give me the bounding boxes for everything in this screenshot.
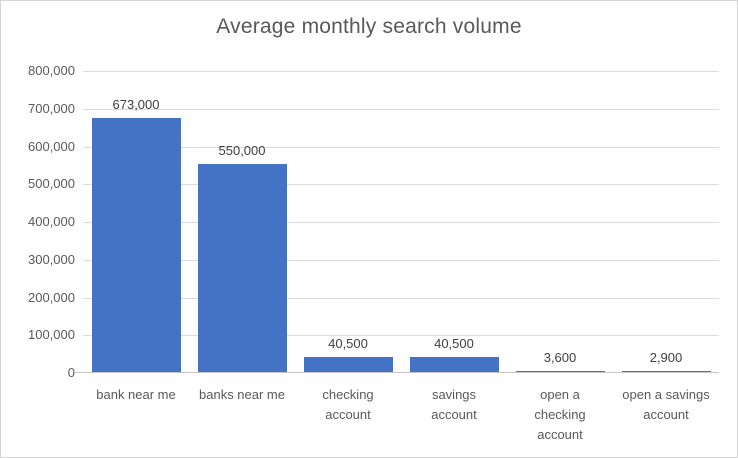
x-axis-category-label: bank near me (83, 385, 189, 405)
x-axis-category-label: open a savings account (613, 385, 719, 425)
bar-bank-near-me (91, 117, 181, 372)
gridline (83, 108, 719, 110)
plot-area: 673,000 550,000 40,500 40,500 3,600 2,900 (75, 71, 719, 373)
gridline (83, 297, 719, 299)
y-axis-tick-label: 200,000 (28, 289, 75, 305)
x-axis-category-label-line: savings (431, 387, 477, 402)
gridline (83, 71, 719, 72)
y-axis-tick-label: 500,000 (28, 176, 75, 192)
y-axis-tick-label: 300,000 (28, 251, 75, 267)
data-label: 550,000 (218, 143, 266, 159)
gridline (83, 259, 719, 261)
x-axis-category-label: checking account (295, 385, 401, 425)
gridline (83, 184, 719, 186)
bar-savings-account (409, 356, 499, 372)
gridline (83, 146, 719, 148)
y-axis-tick-label: 600,000 (28, 138, 75, 154)
gridline (83, 222, 719, 223)
x-axis-line (75, 372, 719, 373)
data-label: 673,000 (112, 96, 160, 112)
y-axis-tick-label: 800,000 (28, 63, 75, 78)
chart-title: Average monthly search volume (216, 15, 522, 38)
y-axis-tick-label: 400,000 (28, 214, 75, 229)
x-axis-category-label-line: open a (540, 387, 580, 402)
data-label: 40,500 (328, 335, 368, 351)
data-label: 3,600 (543, 349, 577, 365)
bar-banks-near-me (197, 164, 287, 372)
x-axis-category-label: savings account (401, 385, 507, 425)
x-axis-category-label-line: account (643, 407, 689, 422)
bar-open-a-savings-account (621, 370, 711, 372)
x-axis-category-label-line: account (537, 427, 583, 442)
x-axis-category-label: banks near me (189, 385, 295, 405)
x-axis-category-label-line: open a savings (622, 387, 710, 402)
gridline (83, 335, 719, 337)
x-axis-category-label: open a checking account (507, 385, 613, 445)
x-axis-category-label-line: checking (534, 407, 586, 422)
y-axis-tick-label: 0 (67, 365, 75, 380)
x-axis-category-label-line: account (325, 407, 371, 422)
data-label: 2,900 (649, 349, 683, 365)
bar-checking-account (303, 356, 393, 372)
bar-open-a-checking-account (515, 370, 605, 372)
y-axis-tick-label: 100,000 (28, 327, 75, 343)
x-axis-category-label-line: banks near me (199, 387, 285, 402)
x-axis-category-label-line: checking (322, 387, 374, 402)
y-axis-tick-label: 700,000 (28, 100, 75, 116)
data-label: 40,500 (434, 335, 474, 351)
x-axis-category-label-line: bank near me (96, 387, 176, 402)
x-axis-category-label-line: account (431, 407, 477, 422)
